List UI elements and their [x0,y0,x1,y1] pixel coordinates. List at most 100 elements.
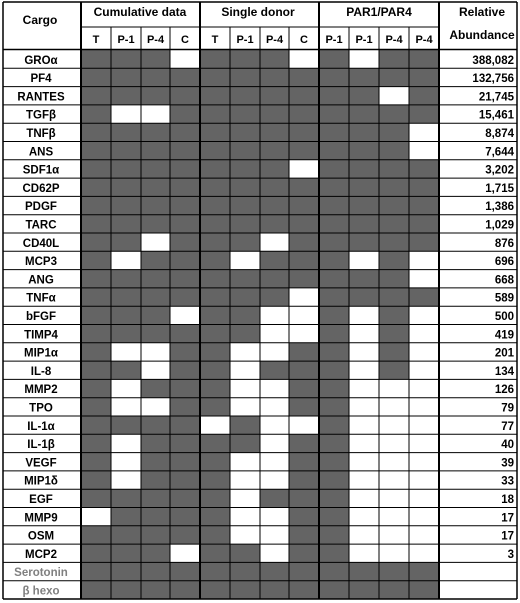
abundance-value: 201 [495,348,515,360]
table-cell [409,287,439,307]
table-cell [200,525,230,545]
table-cell [349,489,379,508]
cargo-name: TARC [25,220,56,232]
table-cell [200,196,230,215]
table-cell [409,178,439,197]
table-cell [141,470,170,490]
cargo-name: TPO [29,403,53,415]
table-cell [319,68,349,87]
table-cell [349,580,379,599]
abundance-value: 40 [501,439,514,451]
table-cell [289,306,319,325]
abundance-value: 17 [501,531,514,543]
table-cell [111,214,141,233]
table-cell [200,306,230,325]
table-cell [200,251,230,270]
table-cell [200,544,230,563]
table-cell [379,104,409,124]
table-cell [409,507,439,526]
table-cell [111,342,141,362]
table-cell [170,50,200,69]
cargo-name: MCP2 [25,549,57,561]
table-cell [200,214,230,233]
table-cell [141,269,170,288]
table-cell [409,123,439,142]
table-cell [200,470,230,490]
table-cell [349,159,379,179]
table-cell [289,141,319,160]
table-cell [260,361,289,380]
table-cell [141,86,170,105]
table-cell [200,361,230,380]
subcolumn-header: P-1 [236,34,253,46]
table-cell [111,452,141,471]
table-cell [170,269,200,288]
table-cell [379,489,409,508]
table-cell [409,86,439,105]
table-cell [230,525,260,545]
table-cell [379,287,409,307]
table-cell [260,104,289,124]
table-cell [319,269,349,288]
cargo-name: IL-8 [31,366,52,378]
table-cell [379,544,409,563]
abundance-value: 876 [495,238,514,250]
table-cell [260,141,289,160]
table-cell [141,196,170,215]
cargo-name: PDGF [25,201,57,213]
table-cell [200,416,230,435]
abundance-value: 79 [501,403,514,415]
table-cell [170,562,200,581]
table-cell [141,233,170,252]
table-cell [141,416,170,435]
table-cell [319,489,349,508]
table-cell [289,416,319,435]
table-cell [230,324,260,343]
table-cell [289,178,319,197]
cargo-name: PF4 [30,73,52,85]
cargo-name: IL-1α [27,421,55,433]
table-cell [230,141,260,160]
table-cell [81,269,111,288]
table-cell [409,361,439,380]
table-cell [379,86,409,105]
cargo-name: CD62P [22,183,59,195]
abundance-value: 126 [495,384,514,396]
table-cell [289,159,319,179]
table-cell [319,178,349,197]
table-cell [319,562,349,581]
table-cell [81,416,111,435]
table-cell [409,104,439,124]
table-cell [81,544,111,563]
cargo-name: CD40L [23,238,59,250]
table-cell [111,507,141,526]
table-cell [349,379,379,398]
abundance-value: 1,715 [485,183,514,195]
table-cell [409,379,439,398]
table-cell [349,342,379,362]
table-cell [81,178,111,197]
table-cell [170,104,200,124]
table-cell [349,68,379,87]
abundance-value: 589 [495,293,514,305]
abundance-value: 8,874 [485,128,514,140]
table-cell [349,196,379,215]
abundance-value: 33 [501,476,514,488]
table-cell [260,159,289,179]
abundance-value: 7,644 [485,146,514,158]
table-cell [379,196,409,215]
table-cell [81,525,111,545]
table-cell [230,580,260,599]
table-cell [111,562,141,581]
table-cell [349,525,379,545]
cargo-name: MIP1δ [24,476,58,488]
table-cell [170,86,200,105]
abundance-value: 77 [501,421,514,433]
table-cell [81,306,111,325]
table-cell [260,86,289,105]
abundance-value: 134 [495,366,515,378]
cargo-name: ANS [29,146,54,158]
table-cell [319,251,349,270]
subcolumn-header: T [93,34,100,46]
